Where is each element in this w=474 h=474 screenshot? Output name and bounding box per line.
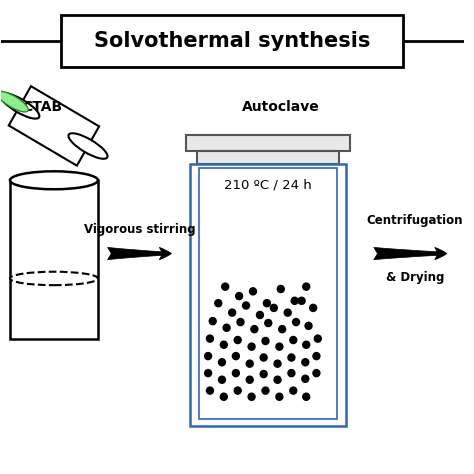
- Circle shape: [205, 353, 211, 360]
- Bar: [186, 136, 350, 151]
- Circle shape: [303, 393, 310, 400]
- Circle shape: [220, 393, 228, 400]
- Text: 210 ºC / 24 h: 210 ºC / 24 h: [224, 179, 312, 191]
- Circle shape: [234, 387, 241, 394]
- Circle shape: [313, 353, 320, 360]
- Text: CTAB: CTAB: [22, 100, 63, 114]
- Ellipse shape: [0, 91, 28, 112]
- Circle shape: [260, 371, 267, 378]
- Circle shape: [219, 359, 226, 366]
- Bar: [199, 167, 337, 419]
- Circle shape: [248, 393, 255, 400]
- Circle shape: [274, 376, 281, 383]
- Circle shape: [276, 393, 283, 400]
- Text: Vigorous stirring: Vigorous stirring: [84, 223, 195, 237]
- Circle shape: [228, 309, 236, 316]
- Circle shape: [251, 326, 258, 333]
- Circle shape: [207, 335, 213, 342]
- Circle shape: [223, 324, 230, 331]
- Ellipse shape: [10, 171, 98, 189]
- Text: Solvothermal synthesis: Solvothermal synthesis: [94, 31, 370, 51]
- Circle shape: [270, 304, 277, 311]
- Circle shape: [262, 337, 269, 345]
- Circle shape: [220, 341, 228, 348]
- Circle shape: [288, 370, 295, 377]
- Ellipse shape: [68, 133, 108, 159]
- Circle shape: [302, 359, 309, 366]
- Circle shape: [303, 283, 310, 290]
- Bar: [191, 164, 346, 426]
- Circle shape: [279, 326, 286, 333]
- Ellipse shape: [10, 272, 98, 285]
- Circle shape: [262, 387, 269, 394]
- Circle shape: [248, 343, 255, 350]
- Text: Autoclave: Autoclave: [242, 100, 319, 114]
- Circle shape: [292, 319, 300, 326]
- Circle shape: [215, 300, 222, 307]
- Text: & Drying: & Drying: [386, 271, 444, 283]
- Circle shape: [246, 376, 253, 383]
- Bar: [10, 180, 98, 338]
- Circle shape: [256, 311, 264, 319]
- Circle shape: [249, 288, 256, 295]
- Circle shape: [232, 370, 239, 377]
- Circle shape: [243, 302, 249, 309]
- Circle shape: [207, 387, 213, 394]
- Circle shape: [234, 337, 241, 344]
- Polygon shape: [9, 86, 99, 166]
- Circle shape: [290, 337, 297, 344]
- Ellipse shape: [0, 93, 39, 118]
- Circle shape: [314, 335, 321, 342]
- Circle shape: [288, 354, 295, 361]
- Circle shape: [290, 387, 297, 394]
- Bar: [198, 151, 338, 164]
- Circle shape: [291, 297, 298, 304]
- Circle shape: [260, 354, 267, 361]
- Circle shape: [219, 376, 226, 383]
- Circle shape: [205, 370, 211, 377]
- Circle shape: [277, 285, 284, 292]
- Circle shape: [284, 309, 291, 316]
- Circle shape: [298, 297, 305, 304]
- Circle shape: [313, 370, 320, 377]
- Circle shape: [276, 343, 283, 350]
- Circle shape: [222, 283, 228, 290]
- Circle shape: [264, 300, 270, 307]
- Circle shape: [246, 360, 253, 367]
- Circle shape: [302, 375, 309, 383]
- Circle shape: [265, 319, 272, 327]
- Circle shape: [305, 322, 312, 329]
- Text: Centrifugation: Centrifugation: [367, 214, 463, 227]
- Circle shape: [232, 353, 239, 360]
- Circle shape: [237, 319, 244, 326]
- Circle shape: [310, 304, 317, 311]
- Circle shape: [274, 360, 281, 367]
- Circle shape: [303, 341, 310, 348]
- Circle shape: [236, 292, 243, 300]
- Circle shape: [209, 318, 216, 325]
- FancyBboxPatch shape: [61, 15, 403, 67]
